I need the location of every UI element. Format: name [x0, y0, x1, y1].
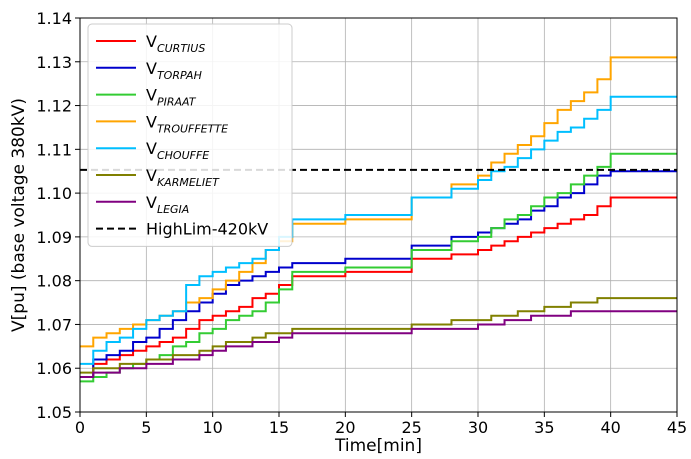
y-tick-label: 1.12: [36, 97, 72, 116]
legend-entry-name: V: [146, 86, 157, 105]
legend-entry-label: VKARMELIET: [146, 166, 220, 189]
x-axis-label: Time[min]: [334, 436, 422, 456]
x-tick-label: 15: [269, 418, 289, 437]
x-tick-label: 20: [335, 418, 355, 437]
x-tick-label: 10: [202, 418, 222, 437]
y-axis-label: V[pu] (base voltage 380kV): [9, 98, 29, 332]
legend-entry-name: V: [146, 59, 157, 78]
series-line-karmeliet: [80, 297, 677, 374]
series-line-curtius: [80, 196, 677, 378]
legend-entry-name: V: [146, 193, 157, 212]
y-tick-label: 1.13: [36, 53, 72, 72]
x-tick-label: 0: [75, 418, 85, 437]
legend-entry-name: HighLim-420kV: [146, 220, 268, 239]
y-tick-label: 1.11: [36, 140, 72, 159]
legend-entry-label: VTROUFFETTE: [146, 112, 228, 135]
x-tick-label: 5: [141, 418, 151, 437]
x-tick-label: 40: [600, 418, 620, 437]
series-line-torpah: [80, 170, 677, 378]
legend-entry-subscript: TROUFFETTE: [157, 122, 228, 135]
legend-entry-label: VLEGIA: [146, 193, 189, 216]
legend-entry-subscript: KARMELIET: [157, 176, 220, 189]
legend-entry-label: VCHOUFFE: [146, 139, 209, 162]
legend-entry-subscript: CURTIUS: [157, 42, 205, 55]
x-tick-label: 35: [534, 418, 554, 437]
series-line-legia: [80, 310, 677, 378]
y-tick-label: 1.09: [36, 228, 72, 247]
legend-entry-name: V: [146, 112, 157, 131]
x-axis-ticks: 0 5 10 15 20 25 30 35 40 45: [75, 412, 687, 437]
legend-entry-subscript: LEGIA: [157, 203, 189, 216]
y-axis-ticks: 1.05 1.06 1.07 1.08 1.09 1.10 1.11 1.12 1.13 1.14: [36, 9, 80, 422]
legend-entry-label: VCURTIUS: [146, 32, 205, 55]
y-tick-label: 1.10: [36, 184, 72, 203]
y-tick-label: 1.06: [36, 359, 72, 378]
y-tick-label: 1.08: [36, 272, 72, 291]
legend-box: [87, 23, 293, 247]
legend-entry-name: V: [146, 166, 157, 185]
y-tick-label: 1.07: [36, 315, 72, 334]
legend-entry-name: V: [146, 139, 157, 158]
legend-entry-subscript: PIRAAT: [157, 96, 197, 109]
x-tick-label: 30: [468, 418, 488, 437]
legend-entry-label: HighLim-420kV: [146, 220, 268, 239]
legend-entry-name: V: [146, 32, 157, 51]
x-tick-label: 25: [401, 418, 421, 437]
plot-frame: [79, 17, 678, 413]
legend: VCURTIUSVTORPAHVPIRAATVTROUFFETTEVCHOUFF…: [87, 23, 293, 247]
y-tick-label: 1.05: [36, 403, 72, 422]
legend-entry-label: VTORPAH: [146, 59, 202, 82]
legend-entry-label: VPIRAAT: [146, 86, 197, 109]
x-tick-label: 45: [667, 418, 687, 437]
legend-entry-subscript: TORPAH: [157, 69, 202, 82]
y-tick-label: 1.14: [36, 9, 72, 28]
legend-entry-subscript: CHOUFFE: [157, 149, 209, 162]
